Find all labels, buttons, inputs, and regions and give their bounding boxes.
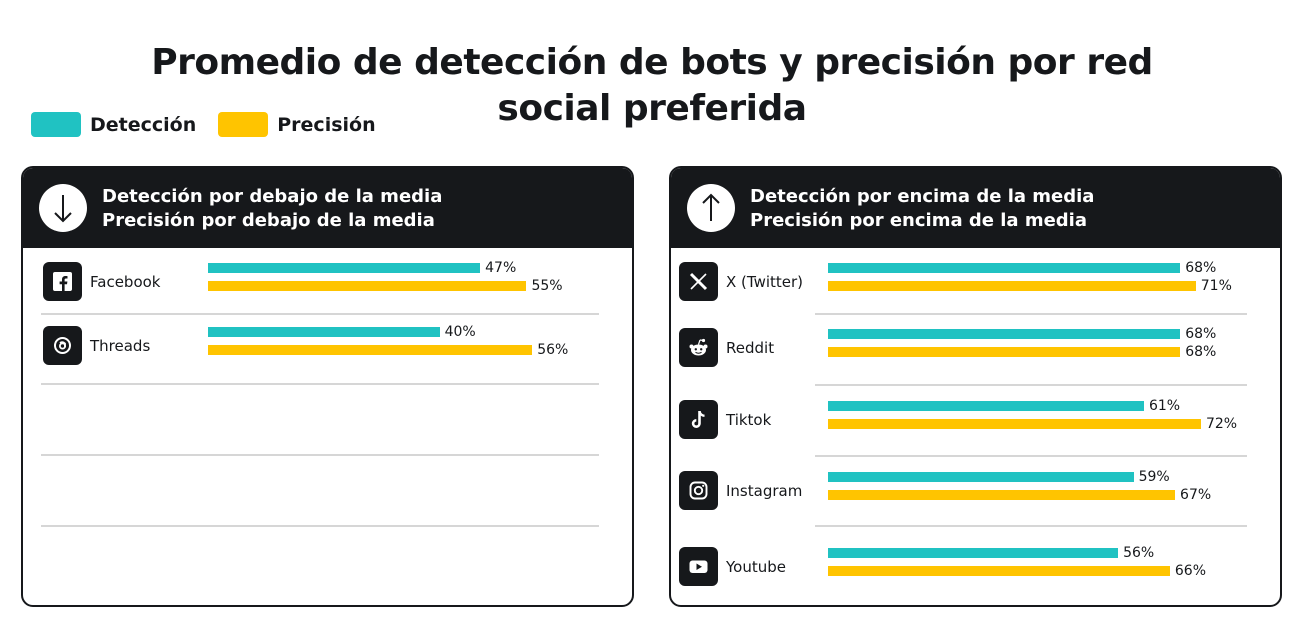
facebook-icon xyxy=(43,262,82,301)
legend-swatch-deteccion xyxy=(31,112,81,137)
deteccion-bar-youtube xyxy=(828,548,1119,558)
platform-label-instagram: Instagram xyxy=(726,482,803,500)
arrow-up-icon xyxy=(687,184,735,232)
precision-value-reddit: 68% xyxy=(1185,344,1217,360)
deteccion-value-instagram: 59% xyxy=(1138,469,1170,485)
panel-below-average-heading: Detección por debajo de la media Precisi… xyxy=(102,185,442,233)
deteccion-value-x-twitter: 68% xyxy=(1185,260,1217,276)
chart-row-youtube: Youtube 56% 66% xyxy=(671,545,1280,587)
arrow-down-icon xyxy=(39,184,87,232)
row-separator xyxy=(815,313,1247,315)
threads-icon xyxy=(43,326,82,365)
platform-label-tiktok: Tiktok xyxy=(726,411,772,429)
deteccion-value-tiktok: 61% xyxy=(1148,398,1181,414)
panel-above-average-body: X (Twitter) 68% 71% Reddit 68% 68% Tiktok 61% 72… xyxy=(671,168,1280,605)
platform-label-youtube: Youtube xyxy=(726,558,786,576)
deteccion-bar-instagram xyxy=(828,472,1134,482)
deteccion-value-threads: 40% xyxy=(444,324,476,340)
legend-item-deteccion: Detección xyxy=(31,112,196,137)
instagram-icon xyxy=(679,471,718,510)
panel-below-average-heading-line-2: Precisión por debajo de la media xyxy=(102,210,435,231)
platform-label-threads: Threads xyxy=(90,337,151,355)
legend-item-precision: Precisión xyxy=(218,112,376,137)
tiktok-icon xyxy=(679,400,718,439)
chart-row-reddit: Reddit 68% 68% xyxy=(671,326,1280,368)
legend-swatch-precision xyxy=(218,112,269,137)
legend-label-precision: Precisión xyxy=(277,113,376,136)
row-separator xyxy=(41,525,599,527)
panel-above-average-heading-line-2: Precisión por encima de la media xyxy=(750,210,1087,231)
panel-above-average: X (Twitter) 68% 71% Reddit 68% 68% Tiktok 61% 72… xyxy=(669,166,1282,607)
row-separator xyxy=(815,384,1247,386)
chart-row-facebook: Facebook 47% 55% xyxy=(23,260,632,302)
chart-title-line-2: social preferida xyxy=(497,88,807,129)
panel-above-average-heading-line-1: Detección por encima de la media xyxy=(750,186,1095,207)
row-separator xyxy=(815,525,1247,527)
reddit-icon xyxy=(679,328,718,367)
chart-row-instagram: Instagram 59% 67% xyxy=(671,469,1280,511)
precision-bar-x-twitter xyxy=(828,281,1196,291)
deteccion-value-facebook: 47% xyxy=(485,260,517,276)
legend: Detección Precisión xyxy=(31,112,398,137)
x-twitter-icon xyxy=(679,262,718,301)
deteccion-bar-facebook xyxy=(208,263,481,273)
deteccion-bar-reddit xyxy=(828,329,1181,339)
panel-above-average-header: Detección por encima de la media Precisi… xyxy=(671,168,1280,248)
row-separator xyxy=(815,455,1247,457)
precision-value-tiktok: 72% xyxy=(1205,416,1238,432)
precision-value-youtube: 66% xyxy=(1174,563,1206,579)
precision-bar-reddit xyxy=(828,347,1181,357)
precision-value-threads: 56% xyxy=(537,342,569,358)
platform-label-facebook: Facebook xyxy=(90,273,161,291)
row-separator xyxy=(41,383,599,385)
precision-bar-tiktok xyxy=(828,419,1201,429)
panel-below-average-header: Detección por debajo de la media Precisi… xyxy=(23,168,632,248)
precision-bar-instagram xyxy=(828,490,1176,500)
chart-row-tiktok: Tiktok 61% 72% xyxy=(671,398,1280,440)
youtube-icon xyxy=(679,547,718,586)
panel-below-average-heading-line-1: Detección por debajo de la media xyxy=(102,186,443,207)
platform-label-x-twitter: X (Twitter) xyxy=(726,273,804,291)
panel-above-average-heading: Detección por encima de la media Precisi… xyxy=(750,185,1094,233)
row-separator xyxy=(41,313,599,315)
precision-value-facebook: 55% xyxy=(531,278,563,294)
deteccion-bar-tiktok xyxy=(828,401,1144,411)
precision-bar-youtube xyxy=(828,566,1170,576)
precision-value-x-twitter: 71% xyxy=(1200,278,1232,294)
legend-label-deteccion: Detección xyxy=(90,113,197,136)
precision-value-instagram: 67% xyxy=(1180,487,1212,503)
chart-title: Promedio de detección de bots y precisió… xyxy=(0,40,1304,132)
deteccion-value-youtube: 56% xyxy=(1123,545,1155,561)
chart-row-threads: Threads 40% 56% xyxy=(23,324,632,366)
platform-label-reddit: Reddit xyxy=(726,339,775,357)
deteccion-bar-x-twitter xyxy=(828,263,1181,273)
precision-bar-threads xyxy=(208,345,533,355)
chart-title-line-1: Promedio de detección de bots y precisió… xyxy=(151,42,1153,83)
panel-below-average: Facebook 47% 55% Threads 40% 56% Detección po… xyxy=(21,166,634,607)
deteccion-bar-threads xyxy=(208,327,440,337)
panel-below-average-body: Facebook 47% 55% Threads 40% 56% xyxy=(23,168,632,605)
precision-bar-facebook xyxy=(208,281,527,291)
deteccion-value-reddit: 68% xyxy=(1185,326,1217,342)
row-separator xyxy=(41,454,599,456)
chart-row-x-twitter: X (Twitter) 68% 71% xyxy=(671,260,1280,302)
